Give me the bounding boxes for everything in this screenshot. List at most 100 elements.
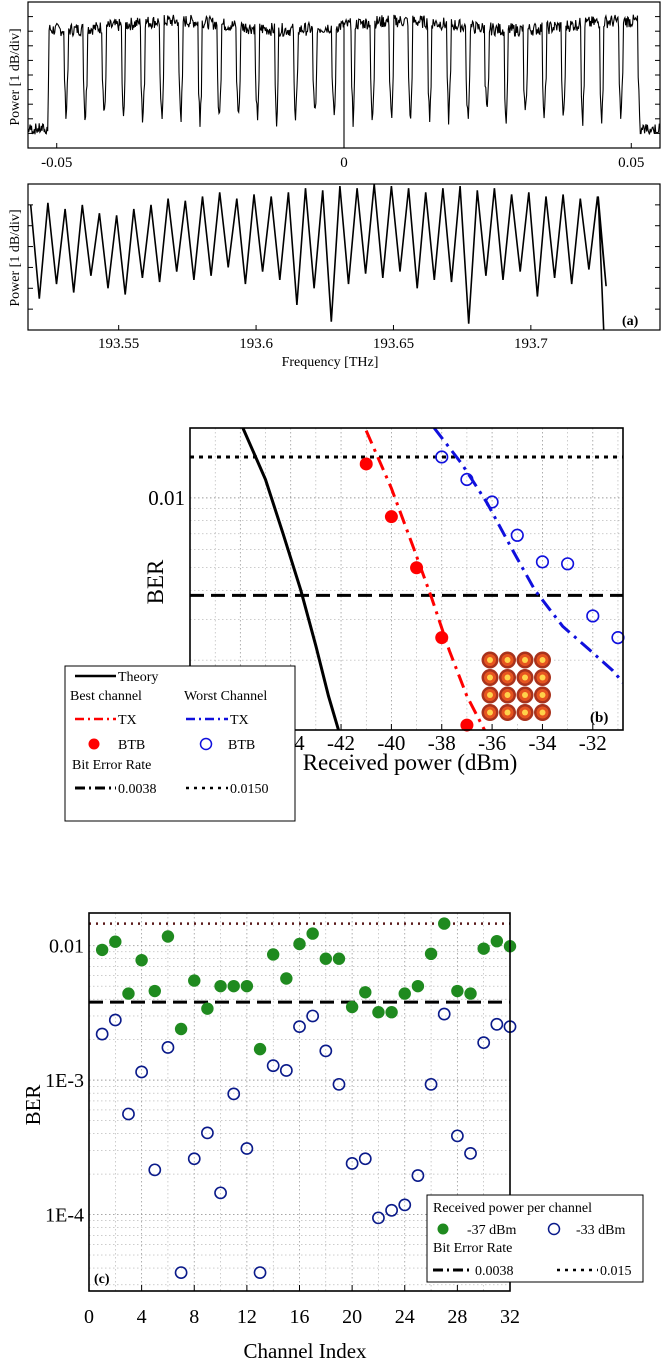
- data-point-m37: [214, 979, 227, 993]
- legend-m37-marker: [437, 1223, 449, 1235]
- data-point-m33: [319, 1044, 333, 1058]
- x-tick-label: -40: [377, 731, 405, 755]
- data-point-m37: [227, 979, 240, 993]
- data-point-m37: [411, 979, 425, 993]
- legend-best-channel: Best channel: [70, 689, 142, 704]
- x-tick-label: 24: [395, 1306, 415, 1328]
- legend-best-btb-label: BTB: [118, 738, 145, 753]
- data-point-m33: [293, 1020, 306, 1034]
- data-point-worst-btb: [586, 609, 600, 623]
- data-point-best-btb: [460, 718, 474, 732]
- data-point-m37: [148, 984, 161, 998]
- data-point-m33: [214, 1186, 227, 1200]
- data-point-m37: [109, 935, 122, 948]
- panel-a-top-trace: [27, 14, 661, 148]
- legend-c-title: Received power per channel: [433, 1201, 592, 1216]
- data-point-m33: [122, 1107, 135, 1121]
- panel-c-yticks: 0.01 1E-3 1E-4: [45, 936, 84, 1227]
- data-point-m37: [424, 947, 438, 961]
- legend-c-ber-title: Bit Error Rate: [433, 1241, 512, 1256]
- panel-b-label: (b): [590, 710, 608, 726]
- data-point-m37: [464, 987, 477, 1000]
- constellation-core: [539, 709, 546, 716]
- data-point-m33: [161, 1041, 175, 1054]
- constellation-core: [522, 674, 528, 681]
- legend-worst-channel: Worst Channel: [184, 689, 267, 704]
- data-point-m33: [187, 1152, 201, 1166]
- data-point-m37: [122, 987, 135, 1000]
- data-point-m37: [490, 934, 504, 948]
- panel-c-xticks: 0 4 8 12 16 20 24 28 32: [84, 1285, 520, 1328]
- x-tick-label: -38: [428, 731, 456, 755]
- constellation-core: [539, 692, 546, 698]
- x-tick-label: 0.05: [618, 155, 644, 171]
- data-point-m37: [188, 974, 201, 987]
- constellation-core: [487, 692, 493, 698]
- x-tick-label: -34: [528, 731, 556, 755]
- panel-c-grid: [89, 913, 510, 1291]
- panel-c: 0 4 8 12 16 20 24 28 32 0.01 1E-3 1E-4 BER Channel…: [21, 912, 644, 1363]
- data-point-worst-btb: [435, 450, 449, 464]
- panel-a-bottom-xticks: 193.55 193.6 193.65 193.7: [98, 325, 548, 352]
- constellation-core: [487, 709, 493, 716]
- data-point-m33: [108, 1013, 122, 1027]
- y-tick-label: 0.01: [49, 936, 84, 958]
- data-point-m37: [95, 943, 109, 957]
- panel-a-top-xticks: -0.05 0 0.05: [41, 143, 644, 171]
- x-tick-label: -36: [478, 731, 506, 755]
- panel-c-legend-box: [426, 1194, 644, 1283]
- data-point-m37: [201, 1002, 214, 1015]
- data-point-m37: [451, 984, 464, 998]
- legend-ber-title: Bit Error Rate: [72, 758, 151, 773]
- x-tick-label: 12: [237, 1306, 257, 1328]
- panel-b-frame: [189, 427, 624, 731]
- data-point-m33: [398, 1198, 412, 1212]
- legend-worst-tx-label: TX: [230, 713, 249, 728]
- data-point-m37: [477, 942, 490, 955]
- x-tick-label: 0: [84, 1306, 94, 1328]
- x-tick-label: 16: [290, 1306, 310, 1328]
- constellation-core: [522, 657, 528, 663]
- panel-b-ylabel: BER: [143, 559, 168, 604]
- legend-worst-btb-marker: [199, 737, 213, 751]
- panel-b-legend: Theory Best channel Worst Channel TX TX …: [64, 665, 296, 822]
- data-point-m33: [450, 1129, 464, 1143]
- constellation-core: [487, 674, 493, 681]
- data-point-m33: [266, 1059, 280, 1073]
- panel-a-bottom-frame: [27, 183, 661, 331]
- data-point-m37: [135, 953, 148, 967]
- data-point-m33: [174, 1266, 188, 1280]
- x-tick-label: 193.6: [239, 336, 273, 352]
- data-point-m33: [464, 1147, 477, 1160]
- data-point-m37: [266, 948, 280, 961]
- data-point-m33: [332, 1077, 346, 1091]
- legend-ber2-label: 0.0150: [230, 782, 269, 797]
- data-point-best-btb: [410, 561, 424, 575]
- panel-c-ylabel: BER: [21, 1085, 45, 1126]
- x-tick-label: -42: [327, 731, 355, 755]
- series-line-best-tx: [364, 429, 486, 730]
- panel-b-legend-box: [64, 665, 296, 822]
- data-point-m33: [345, 1157, 359, 1170]
- constellation-core: [504, 709, 511, 716]
- data-point-m33: [240, 1142, 254, 1155]
- panel-c-series: [95, 917, 517, 1280]
- legend-ber1-label: 0.0038: [118, 782, 157, 797]
- constellation-core: [504, 692, 511, 698]
- data-point-m37: [319, 952, 333, 965]
- panel-c-legend: Received power per channel -37 dBm -33 d…: [426, 1194, 644, 1283]
- constellation-core: [522, 692, 528, 698]
- legend-c-ber2-label: 0.015: [600, 1264, 632, 1279]
- panel-a-xlabel: Frequency [THz]: [282, 355, 379, 370]
- data-point-worst-btb: [460, 472, 474, 487]
- legend-m37-label: -37 dBm: [467, 1223, 517, 1238]
- series-line-theory: [241, 428, 340, 730]
- data-point-m33: [306, 1009, 320, 1023]
- data-point-m37: [359, 986, 372, 999]
- x-tick-label: 0: [340, 155, 348, 171]
- x-tick-label: 193.55: [98, 336, 139, 352]
- legend-best-btb-marker: [88, 738, 100, 750]
- legend-best-tx-label: TX: [118, 713, 137, 728]
- data-point-m33: [477, 1036, 491, 1050]
- data-point-m33: [385, 1203, 398, 1217]
